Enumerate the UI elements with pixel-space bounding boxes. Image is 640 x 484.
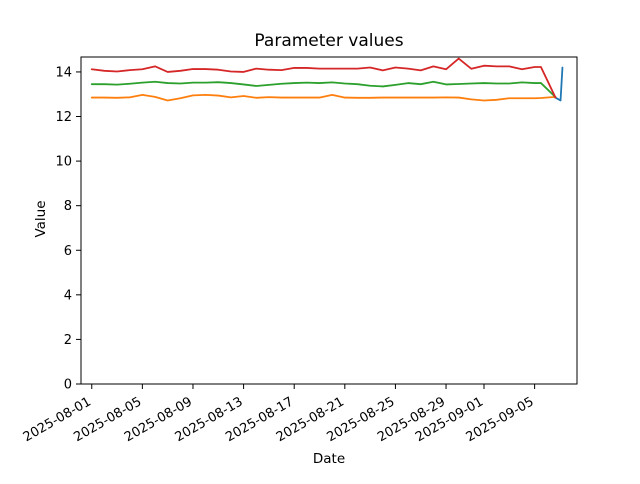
series-lines bbox=[90, 57, 564, 102]
axis-ticks bbox=[76, 71, 536, 389]
y-tick-label: 12 bbox=[55, 110, 72, 125]
plot-area bbox=[80, 56, 578, 385]
series-line-series-green bbox=[90, 80, 557, 99]
y-tick-label: 0 bbox=[64, 378, 72, 393]
y-tick-label: 2 bbox=[64, 333, 72, 348]
series-line-series-blue bbox=[553, 66, 564, 102]
y-tick-label: 14 bbox=[55, 65, 72, 80]
y-tick-label: 10 bbox=[55, 155, 72, 170]
y-axis-label: Value bbox=[33, 200, 49, 237]
y-tick-label: 6 bbox=[64, 244, 72, 259]
series-line-series-red bbox=[90, 57, 557, 99]
y-tick-label: 4 bbox=[64, 288, 72, 303]
x-axis-label: Date bbox=[313, 451, 345, 467]
y-tick-label: 8 bbox=[64, 199, 72, 214]
series-line-series-orange bbox=[90, 93, 557, 102]
chart-title: Parameter values bbox=[254, 31, 403, 51]
